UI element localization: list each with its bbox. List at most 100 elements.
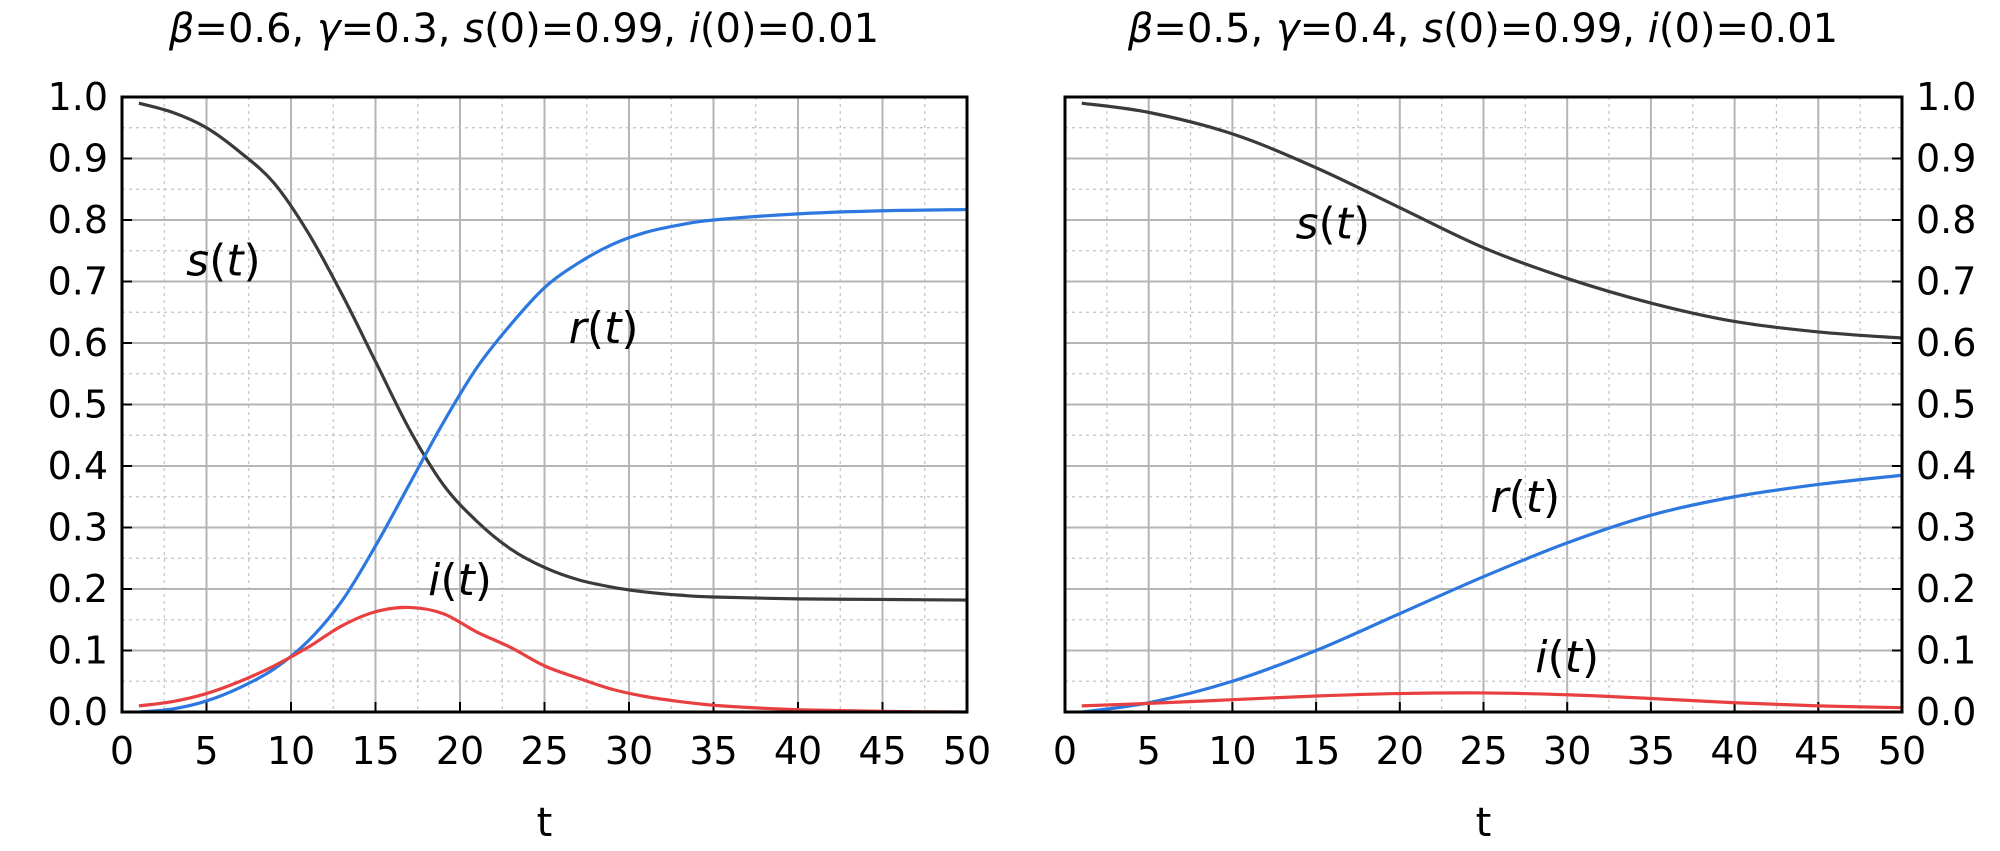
grid xyxy=(1065,97,1902,712)
y-tick-label: 0.4 xyxy=(1916,444,1976,488)
x-tick-label: 15 xyxy=(351,729,399,773)
text-part: ( xyxy=(587,303,604,354)
text-part: i xyxy=(1535,632,1548,683)
text-part: ) xyxy=(621,303,638,354)
curve-label-s: s(t) xyxy=(1296,198,1371,249)
text-part: s xyxy=(1296,198,1319,249)
x-tick-label: 10 xyxy=(1208,729,1256,773)
y-tick-label: 0.4 xyxy=(48,444,108,488)
curve-labels: s(t)r(t)i(t) xyxy=(186,235,638,606)
curve-label-r: r(t) xyxy=(569,303,639,354)
y-tick-label: 0.5 xyxy=(1916,383,1976,427)
text-part: s xyxy=(463,6,484,52)
y-tick-label: 0.9 xyxy=(1916,137,1976,181)
plot-frame xyxy=(120,95,969,714)
axis-ticks: 0 5 10 15 20 25 30 35 40 45 500.00.10.20.30.40.50.… xyxy=(1053,75,1977,773)
y-tick-label: 0.9 xyxy=(48,137,108,181)
chart-panel-1: β=0.6, γ=0.3, s(0)=0.99, i(0)=0.010 5 10 15… xyxy=(48,6,992,846)
series-line-s xyxy=(1081,101,1903,340)
text-part: (0)=0.01 xyxy=(1659,6,1838,52)
y-tick-label: 0.0 xyxy=(1916,690,1976,734)
text-part: ( xyxy=(1509,472,1526,523)
x-tick-label: 35 xyxy=(689,729,737,773)
y-tick-label: 0.3 xyxy=(1916,506,1976,550)
curve-labels: s(t)r(t)i(t) xyxy=(1296,198,1600,683)
grid xyxy=(122,97,967,712)
x-tick-label: 25 xyxy=(1459,729,1507,773)
x-tick-label: 0 xyxy=(110,729,134,773)
series-lines xyxy=(138,101,968,714)
x-tick-label: 50 xyxy=(1878,729,1926,773)
text-part: γ xyxy=(1276,6,1302,52)
x-tick-label: 15 xyxy=(1292,729,1340,773)
curve-label-r: r(t) xyxy=(1490,472,1560,523)
text-part: t xyxy=(604,303,623,354)
text-part: ) xyxy=(244,235,261,286)
x-axis-label: t xyxy=(537,800,553,846)
plot-frame xyxy=(1063,95,1904,714)
y-tick-label: 0.0 xyxy=(48,690,108,734)
x-tick-label: 30 xyxy=(605,729,653,773)
y-tick-label: 0.7 xyxy=(48,260,108,304)
series-line-i xyxy=(138,605,968,714)
text-part: r xyxy=(569,303,590,354)
y-tick-label: 0.7 xyxy=(1916,260,1976,304)
y-tick-label: 0.2 xyxy=(1916,567,1976,611)
text-part: (0)=0.99, xyxy=(484,6,689,52)
text-part: ) xyxy=(475,555,492,606)
curve-label-i: i(t) xyxy=(1535,632,1599,683)
text-part: t xyxy=(457,555,476,606)
text-part: ) xyxy=(1543,472,1560,523)
text-part: =0.4, xyxy=(1300,6,1423,52)
chart-title: β=0.5, γ=0.4, s(0)=0.99, i(0)=0.01 xyxy=(1127,6,1838,52)
text-part: ) xyxy=(1582,632,1599,683)
x-tick-label: 25 xyxy=(520,729,568,773)
text-part: i xyxy=(1648,6,1659,52)
text-part: (0)=0.01 xyxy=(700,6,879,52)
x-tick-label: 0 xyxy=(1053,729,1077,773)
y-tick-label: 0.6 xyxy=(48,321,108,365)
y-tick-label: 0.8 xyxy=(48,198,108,242)
series-line-s xyxy=(138,101,968,602)
x-tick-label: 20 xyxy=(1376,729,1424,773)
series-line-r xyxy=(138,207,968,714)
text-part: ( xyxy=(209,235,226,286)
text-part: ) xyxy=(1353,198,1370,249)
x-axis-label: t xyxy=(1476,800,1492,846)
text-part: =0.6, xyxy=(194,6,317,52)
series-lines xyxy=(1081,101,1903,714)
x-tick-label: 30 xyxy=(1543,729,1591,773)
text-part: ( xyxy=(440,555,457,606)
x-tick-label: 40 xyxy=(774,729,822,773)
y-tick-label: 0.1 xyxy=(48,629,108,673)
text-part: r xyxy=(1490,472,1511,523)
y-tick-label: 0.5 xyxy=(48,383,108,427)
y-tick-label: 0.8 xyxy=(1916,198,1976,242)
text-part: t xyxy=(1565,632,1584,683)
series-line-i xyxy=(1081,691,1903,710)
text-part: =0.3, xyxy=(341,6,464,52)
x-tick-label: 10 xyxy=(267,729,315,773)
text-part: γ xyxy=(317,6,343,52)
text-part: (0)=0.99, xyxy=(1443,6,1648,52)
x-tick-label: 50 xyxy=(943,729,991,773)
text-part: =0.5, xyxy=(1153,6,1276,52)
text-part: s xyxy=(186,235,209,286)
x-tick-label: 40 xyxy=(1710,729,1758,773)
series-line-r xyxy=(1081,473,1903,714)
axis-ticks: 0 5 10 15 20 25 30 35 40 45 500.00.10.20.30.40.50.… xyxy=(48,75,992,773)
chart-panel-2: β=0.5, γ=0.4, s(0)=0.99, i(0)=0.010 5 10 15… xyxy=(1053,6,1977,846)
y-tick-label: 0.1 xyxy=(1916,629,1976,673)
y-tick-label: 0.6 xyxy=(1916,321,1976,365)
text-part: β xyxy=(1127,6,1154,52)
x-tick-label: 35 xyxy=(1627,729,1675,773)
y-tick-label: 1.0 xyxy=(48,75,108,119)
text-part: t xyxy=(226,235,245,286)
text-part: i xyxy=(689,6,700,52)
text-part: i xyxy=(428,555,441,606)
x-tick-label: 45 xyxy=(1794,729,1842,773)
text-part: ( xyxy=(1548,632,1565,683)
y-tick-label: 0.2 xyxy=(48,567,108,611)
y-tick-label: 1.0 xyxy=(1916,75,1976,119)
